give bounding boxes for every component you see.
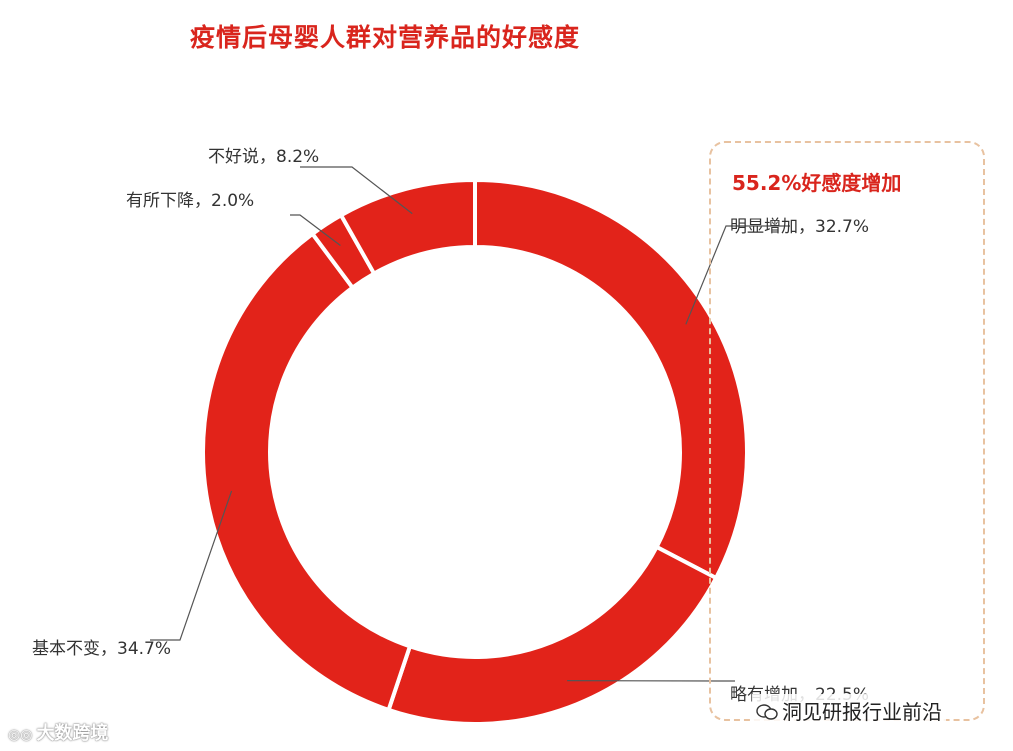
leader-decreased <box>290 214 341 246</box>
callout-title: 55.2%好感度增加 <box>732 171 902 195</box>
chart-title: 疫情后母婴人群对营养品的好感度 <box>190 23 581 52</box>
slice-uncertain <box>338 177 477 277</box>
watermark-left: ◎◎ 大数跨境 <box>8 723 109 744</box>
label-significant-increase: 明显增加，32.7% <box>730 217 870 237</box>
label-unchanged: 基本不变，34.7% <box>32 639 172 659</box>
leader-unchanged <box>150 490 233 641</box>
slice-significant-increase <box>473 177 749 581</box>
leader-uncertain <box>300 166 413 215</box>
watermark-right: 洞见研报行业前沿 <box>752 694 946 727</box>
logo-icon: ◎◎ <box>8 727 33 743</box>
wechat-icon <box>756 704 778 720</box>
slice-slight-increase <box>386 544 719 726</box>
label-decreased: 有所下降，2.0% <box>126 191 255 211</box>
leader-significant-increase <box>685 225 790 325</box>
slice-unchanged <box>201 231 413 713</box>
label-uncertain: 不好说，8.2% <box>208 147 320 167</box>
